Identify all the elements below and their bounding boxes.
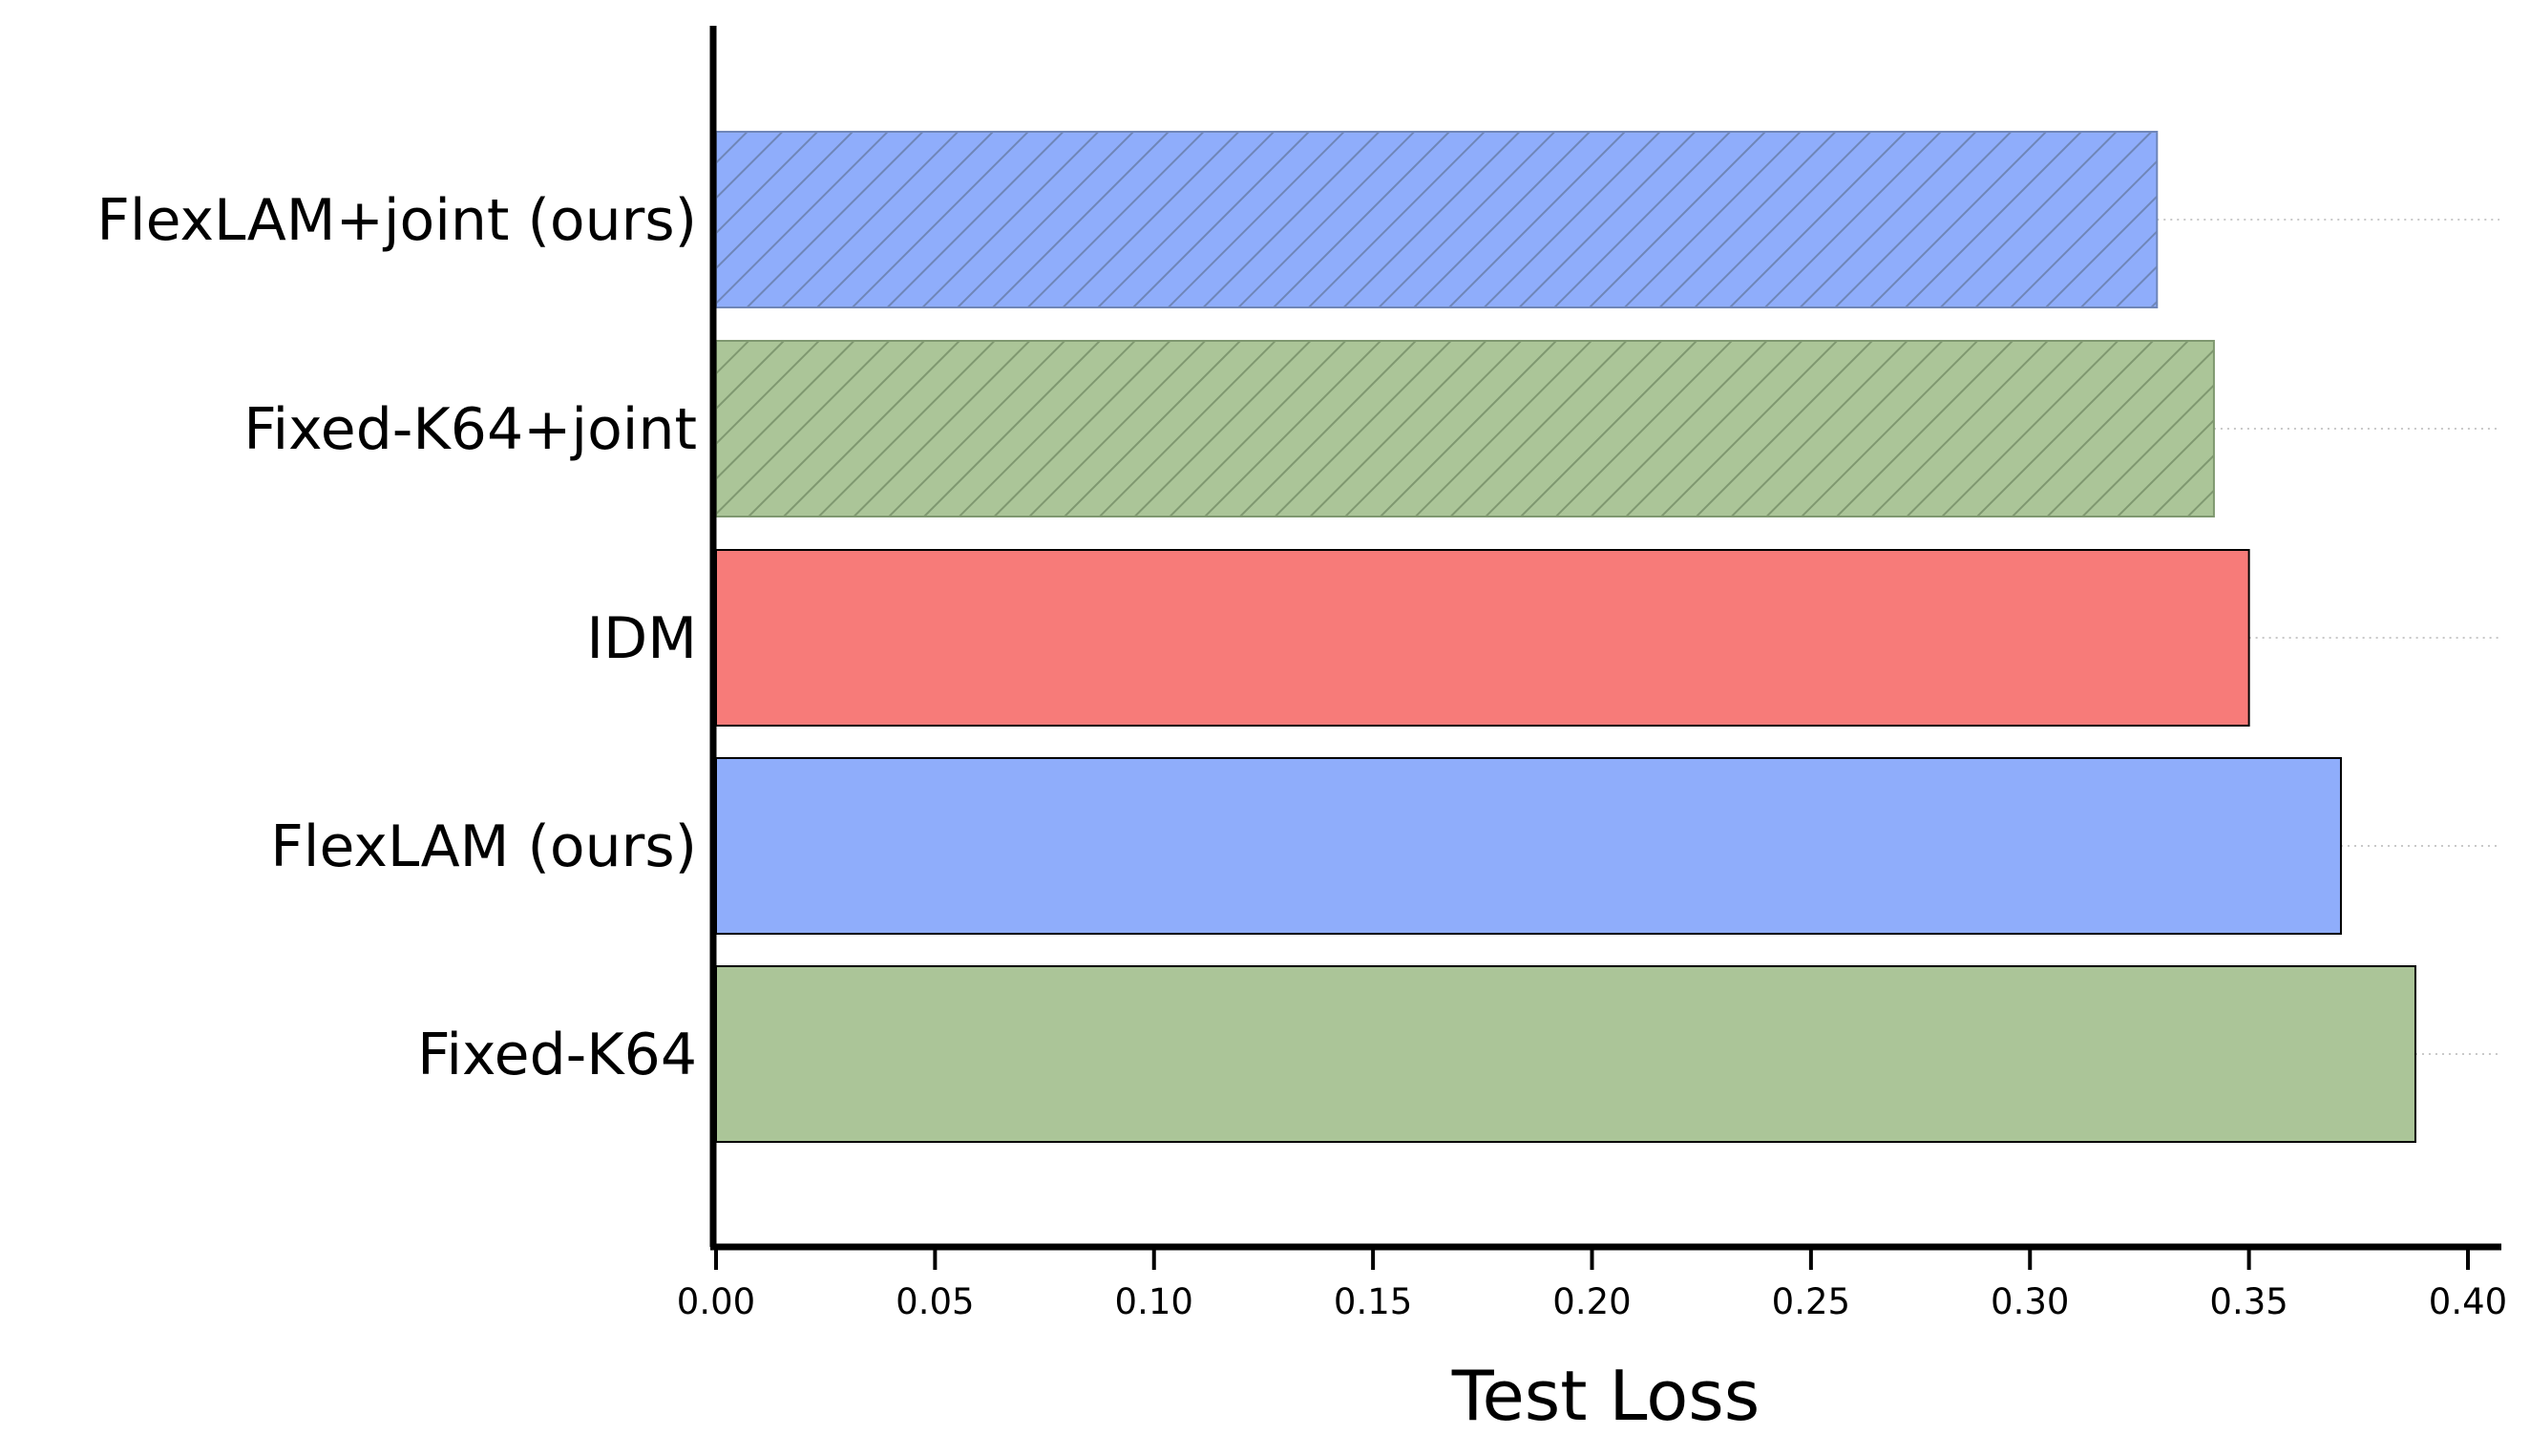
category-label: FlexLAM+joint (ours)	[96, 187, 697, 254]
x-tick-label: 0.20	[1552, 1281, 1631, 1322]
category-label: Fixed-K64+joint	[243, 396, 697, 463]
bar	[715, 340, 2215, 517]
x-axis-title: Test Loss	[1451, 1356, 1760, 1436]
bars-group	[715, 131, 2416, 1143]
category-label: IDM	[586, 605, 697, 672]
category-label: FlexLAM (ours)	[270, 813, 697, 880]
x-tick-label: 0.05	[896, 1281, 974, 1322]
x-tick-label: 0.35	[2209, 1281, 2288, 1322]
x-tick-label: 0.15	[1334, 1281, 1412, 1322]
x-tick-label: 0.40	[2429, 1281, 2507, 1322]
category-label: Fixed-K64	[417, 1022, 697, 1088]
x-ticks-group: 0.00 0.05 0.10 0.15 0.20 0.25 0.30 0.35 0.40	[677, 1247, 2507, 1322]
bar	[715, 549, 2250, 727]
bar	[715, 965, 2416, 1143]
x-tick-label: 0.25	[1772, 1281, 1850, 1322]
y-labels-group: FlexLAM+joint (ours) Fixed-K64+joint IDM Fl…	[96, 187, 697, 1088]
x-tick-label: 0.00	[677, 1281, 755, 1322]
grid-guides	[2157, 219, 2499, 1055]
x-tick-label: 0.30	[1991, 1281, 2069, 1322]
bar	[715, 757, 2342, 935]
bar	[715, 131, 2159, 308]
x-tick-label: 0.10	[1115, 1281, 1193, 1322]
axes-group	[709, 26, 2501, 1251]
